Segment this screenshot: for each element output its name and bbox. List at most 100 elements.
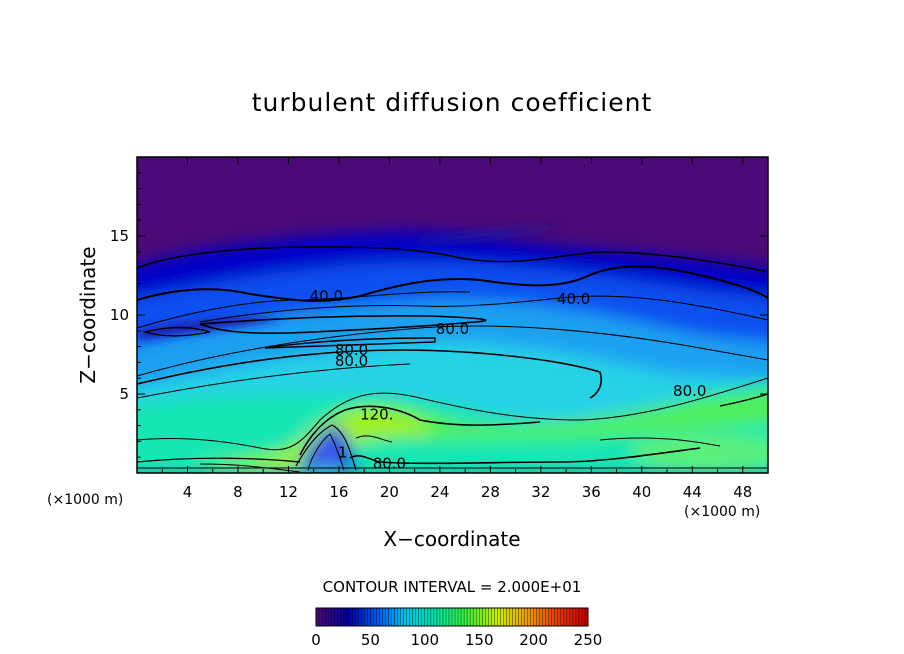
colorbar-swatch bbox=[518, 608, 523, 626]
colorbar-swatch bbox=[364, 608, 368, 626]
colorbar-swatch bbox=[406, 608, 411, 626]
colorbar-swatch bbox=[400, 608, 405, 626]
colorbar-swatch bbox=[334, 608, 338, 626]
x-tick-label: 28 bbox=[481, 483, 500, 501]
x-tick-label: 36 bbox=[582, 483, 601, 501]
contour-label: 80.0 bbox=[436, 320, 469, 338]
x-tick-label: 20 bbox=[380, 483, 399, 501]
colorbar-swatch bbox=[578, 608, 583, 626]
colorbar-swatch bbox=[500, 608, 504, 626]
colorbar-swatch bbox=[458, 608, 462, 626]
colorbar-swatch bbox=[575, 608, 580, 626]
colorbar-tick-label: 50 bbox=[361, 631, 380, 649]
colorbar bbox=[315, 607, 589, 627]
colorbar-swatch bbox=[442, 608, 447, 626]
colorbar-swatch bbox=[322, 608, 326, 626]
colorbar-swatch bbox=[473, 608, 477, 626]
colorbar-swatch bbox=[572, 608, 577, 626]
colorbar-swatch bbox=[427, 608, 432, 626]
colorbar-swatch bbox=[491, 608, 495, 626]
colorbar-swatch bbox=[316, 608, 320, 626]
colorbar-tick-label: 0 bbox=[311, 631, 321, 649]
colorbar-swatch bbox=[503, 608, 507, 626]
colorbar-swatch bbox=[455, 608, 459, 626]
colorbar-swatch bbox=[352, 608, 356, 626]
contour-label: 40.0 bbox=[557, 290, 590, 308]
colorbar-swatch bbox=[319, 608, 323, 626]
colorbar-swatch bbox=[560, 608, 565, 626]
colorbar-swatch bbox=[373, 608, 377, 626]
colorbar-swatch bbox=[479, 608, 483, 626]
x-axis-label: X−coordinate bbox=[383, 527, 520, 551]
colorbar-swatch bbox=[548, 608, 553, 626]
colorbar-swatch bbox=[355, 608, 359, 626]
colorbar-swatch bbox=[584, 608, 589, 626]
colorbar-tick-label: 150 bbox=[465, 631, 494, 649]
x-axis: 4 8 12 16 20 24 28 32 36 40 44 48 bbox=[161, 157, 752, 501]
colorbar-swatch bbox=[515, 608, 519, 626]
colorbar-swatch bbox=[445, 608, 450, 626]
colorbar-swatch bbox=[328, 608, 332, 626]
colorbar-swatch bbox=[343, 608, 347, 626]
colorbar-swatch bbox=[494, 608, 498, 626]
x-unit-label-left: (×1000 m) bbox=[47, 492, 123, 508]
colorbar-swatch bbox=[409, 608, 414, 626]
colorbar-swatch bbox=[569, 608, 574, 626]
colorbar-ticks: 0 50 100 150 200 250 bbox=[311, 631, 602, 649]
colorbar-swatch bbox=[340, 608, 344, 626]
x-unit-label-right: (×1000 m) bbox=[684, 504, 760, 520]
colorbar-swatch bbox=[533, 608, 538, 626]
colorbar-swatch bbox=[376, 608, 380, 626]
x-tick-label: 16 bbox=[329, 483, 348, 501]
colorbar-swatch bbox=[488, 608, 492, 626]
colorbar-swatch bbox=[566, 608, 571, 626]
y-tick-label: 15 bbox=[110, 227, 129, 245]
y-axis-label: Z−coordinate bbox=[76, 246, 100, 383]
colorbar-swatch bbox=[530, 608, 535, 626]
colorbar-swatch bbox=[448, 608, 453, 626]
contour-label: 40.0 bbox=[310, 287, 343, 305]
colorbar-swatch bbox=[346, 608, 350, 626]
contour-label: 80.0 bbox=[673, 382, 706, 400]
colorbar-swatch bbox=[331, 608, 335, 626]
colorbar-swatch bbox=[388, 608, 393, 626]
colorbar-swatch bbox=[563, 608, 568, 626]
colorbar-swatch bbox=[524, 608, 529, 626]
colorbar-swatch bbox=[433, 608, 438, 626]
colorbar-swatch bbox=[358, 608, 362, 626]
x-tick-label: 24 bbox=[430, 483, 449, 501]
colorbar-tick-label: 200 bbox=[519, 631, 548, 649]
colorbar-swatch bbox=[470, 608, 474, 626]
chart-title: turbulent diffusion coefficient bbox=[252, 88, 653, 117]
colorbar-swatch bbox=[539, 608, 544, 626]
colorbar-swatch bbox=[545, 608, 550, 626]
colorbar-tick-label: 100 bbox=[410, 631, 439, 649]
colorbar-swatch bbox=[461, 608, 465, 626]
x-tick-label: 48 bbox=[733, 483, 752, 501]
colorbar-swatch bbox=[385, 608, 390, 626]
colorbar-swatch bbox=[581, 608, 586, 626]
colorbar-swatch bbox=[394, 608, 399, 626]
colorbar-swatch bbox=[497, 608, 501, 626]
contour-lines bbox=[137, 246, 768, 473]
x-tick-label: 40 bbox=[632, 483, 651, 501]
colorbar-swatch bbox=[452, 608, 456, 626]
contour-interval-text: CONTOUR INTERVAL = 2.000E+01 bbox=[323, 578, 582, 596]
colorbar-swatch bbox=[367, 608, 371, 626]
colorbar-swatch bbox=[415, 608, 420, 626]
colorbar-swatch bbox=[551, 608, 556, 626]
x-tick-label: 32 bbox=[531, 483, 550, 501]
x-tick-label: 44 bbox=[683, 483, 702, 501]
x-tick-label: 4 bbox=[183, 483, 193, 501]
y-tick-label: 10 bbox=[110, 306, 129, 324]
colorbar-swatch bbox=[506, 608, 510, 626]
y-tick-label: 5 bbox=[119, 385, 129, 403]
colorbar-swatch bbox=[527, 608, 532, 626]
contour-label: 80.0 bbox=[335, 352, 368, 370]
x-tick-label: 8 bbox=[233, 483, 243, 501]
x-tick-label: 12 bbox=[279, 483, 298, 501]
colorbar-swatch bbox=[379, 608, 383, 626]
